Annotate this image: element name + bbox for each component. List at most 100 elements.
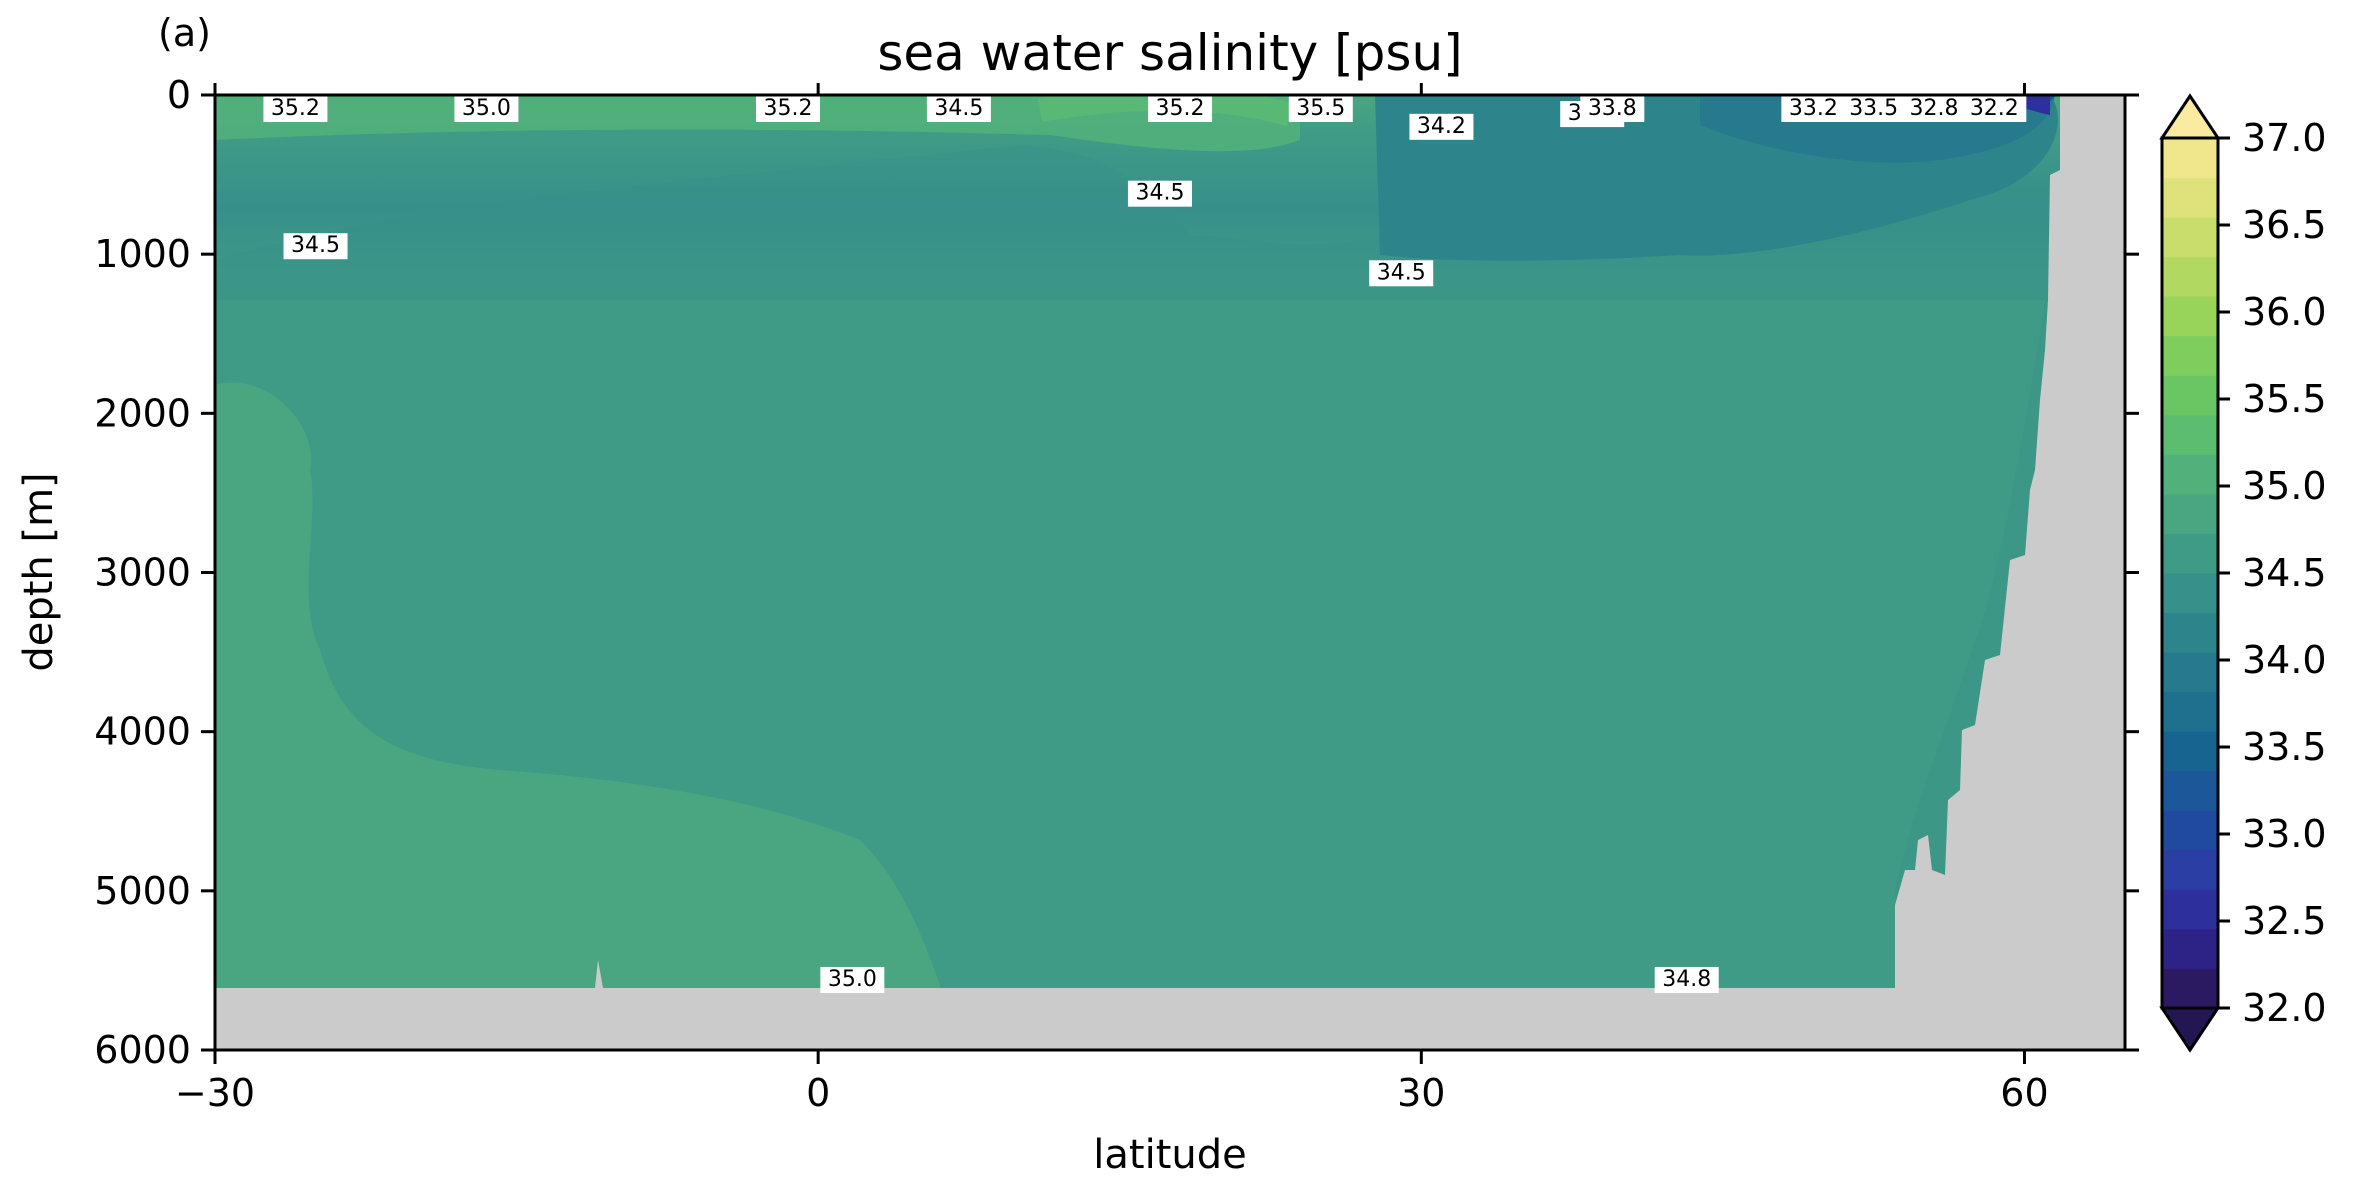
colorbar-band [2162,731,2218,772]
contour-label: 35.2 [756,96,820,122]
contour-label-bg [1654,966,1719,993]
contour-label: 34.5 [283,233,348,260]
contour-label-text: 34.5 [934,96,983,121]
contour-labels: 35.235.035.234.535.235.534.234.033.833.2… [263,96,2027,993]
colorbar-tick-label: 33.0 [2242,812,2327,856]
contour-label-bg [454,96,519,122]
colorbar-band [2162,691,2218,732]
y-tick-label: 2000 [94,391,191,435]
x-tick-label: 30 [1397,1071,1445,1115]
contour-label-text: 35.0 [828,967,877,992]
contour-label-bg [1409,113,1474,140]
contour-label: 35.0 [454,96,519,122]
deep-high-salinity-water [215,382,940,990]
contour-label-text: 35.0 [462,96,511,121]
colorbar-band [2162,612,2218,653]
contour-label-bg [926,96,991,122]
x-axis-label: latitude [1093,1132,1246,1178]
colorbar-band [2162,810,2218,851]
contour-label-text: 34.8 [1662,967,1711,992]
contour-label-text: 35.2 [764,96,813,121]
colorbar-band [2162,454,2218,495]
y-tick-label: 5000 [94,869,191,913]
colorbar-band [2162,177,2218,218]
y-tick-label: 4000 [94,710,191,754]
y-axis-label: depth [m] [16,472,62,671]
contour-label-bg [1781,96,1846,122]
y-tick-label: 1000 [94,232,191,276]
colorbar-band [2162,414,2218,455]
contour-label: 34.2 [1409,113,1474,140]
contour-label-bg [756,96,820,122]
colorbar-band [2162,533,2218,574]
contour-label-text: 33.5 [1849,96,1898,121]
contour-label: 35.0 [820,966,885,993]
contour-label-bg [1369,260,1434,287]
colorbar-tick-label: 35.0 [2242,464,2327,508]
colorbar-tick-label: 34.5 [2242,551,2327,595]
x-tick-label: −30 [175,1071,255,1115]
contour-label-text: 33.2 [1789,96,1838,121]
colorbar-band [2162,928,2218,969]
colorbar-band [2162,573,2218,614]
colorbar-tick-label: 35.5 [2242,377,2327,421]
northern-continental-slope [1895,175,2125,988]
contour-label-bg [1148,96,1213,122]
contour-label-text: 33.8 [1588,96,1637,121]
contour-label: 33.2 [1781,96,1846,122]
contour-label-bg [1841,96,1906,122]
plot-area [215,95,2125,1050]
contour-label-text: 34.5 [291,233,340,258]
colorbar-under-triangle [2159,1006,2221,1053]
x-axis: −30 0 30 60 [175,83,2049,1115]
contour-label-bg [820,966,885,993]
y-tick-label: 3000 [94,551,191,595]
contour-label: 33.5 [1841,96,1906,122]
contour-label: 34.8 [1654,966,1719,993]
contour-label-bg [283,233,348,260]
colorbar-band [2162,256,2218,297]
y-axis: 0 1000 2000 3000 4000 5000 6000 [94,73,2139,1072]
contour-label-text: 32.2 [1970,96,2019,121]
colorbar-tick-label: 33.5 [2242,725,2327,769]
colorbar-band [2162,138,2218,179]
colorbar-tick-label: 34.0 [2242,638,2327,682]
contour-label-bg [1580,96,1645,122]
panel-label: (a) [158,11,211,55]
contour-label-text: 34.5 [1135,181,1184,206]
y-tick-label: 6000 [94,1028,191,1072]
colorbar-over-triangle [2159,93,2221,140]
contour-label-text: 34.5 [1377,260,1426,285]
x-tick-label: 0 [806,1071,830,1115]
contour-label: 35.2 [1148,96,1213,122]
contour-label-text: 32.8 [1910,96,1959,121]
colorbar-band [2162,217,2218,258]
chart-title: sea water salinity [psu] [877,24,1462,82]
contour-label: 35.2 [263,96,328,122]
contour-label-bg [263,96,328,122]
colorbar-band [2162,375,2218,416]
contour-label: 33.8 [1580,96,1645,122]
x-tick-label: 60 [2000,1071,2048,1115]
contour-label-text: 35.2 [271,96,320,121]
contour-label: 35.5 [1288,96,1353,122]
contour-label-bg [1127,180,1192,207]
contour-label: 32.8 [1902,96,1966,122]
contour-label-bg [1962,96,2027,122]
colorbar-band [2162,493,2218,534]
contour-label-text: 35.5 [1296,96,1345,121]
y-tick-label: 0 [167,73,191,117]
contour-label-text: 35.2 [1156,96,1205,121]
contour-label: 34.5 [926,96,991,122]
colorbar-tick-label: 36.0 [2242,290,2327,334]
intermediate-low-salinity-tongue [215,145,2060,300]
colorbar-band [2162,335,2218,376]
contour-label-text: 34.2 [1417,114,1466,139]
colorbar-band [2162,889,2218,930]
colorbar-tick-label: 32.0 [2242,986,2327,1030]
colorbar-tick-label: 36.5 [2242,203,2327,247]
colorbar: 32.0 32.5 33.0 33.5 34.0 34.5 35.0 35.5 36.0 36.5… [2159,93,2327,1053]
colorbar-band [2162,296,2218,337]
